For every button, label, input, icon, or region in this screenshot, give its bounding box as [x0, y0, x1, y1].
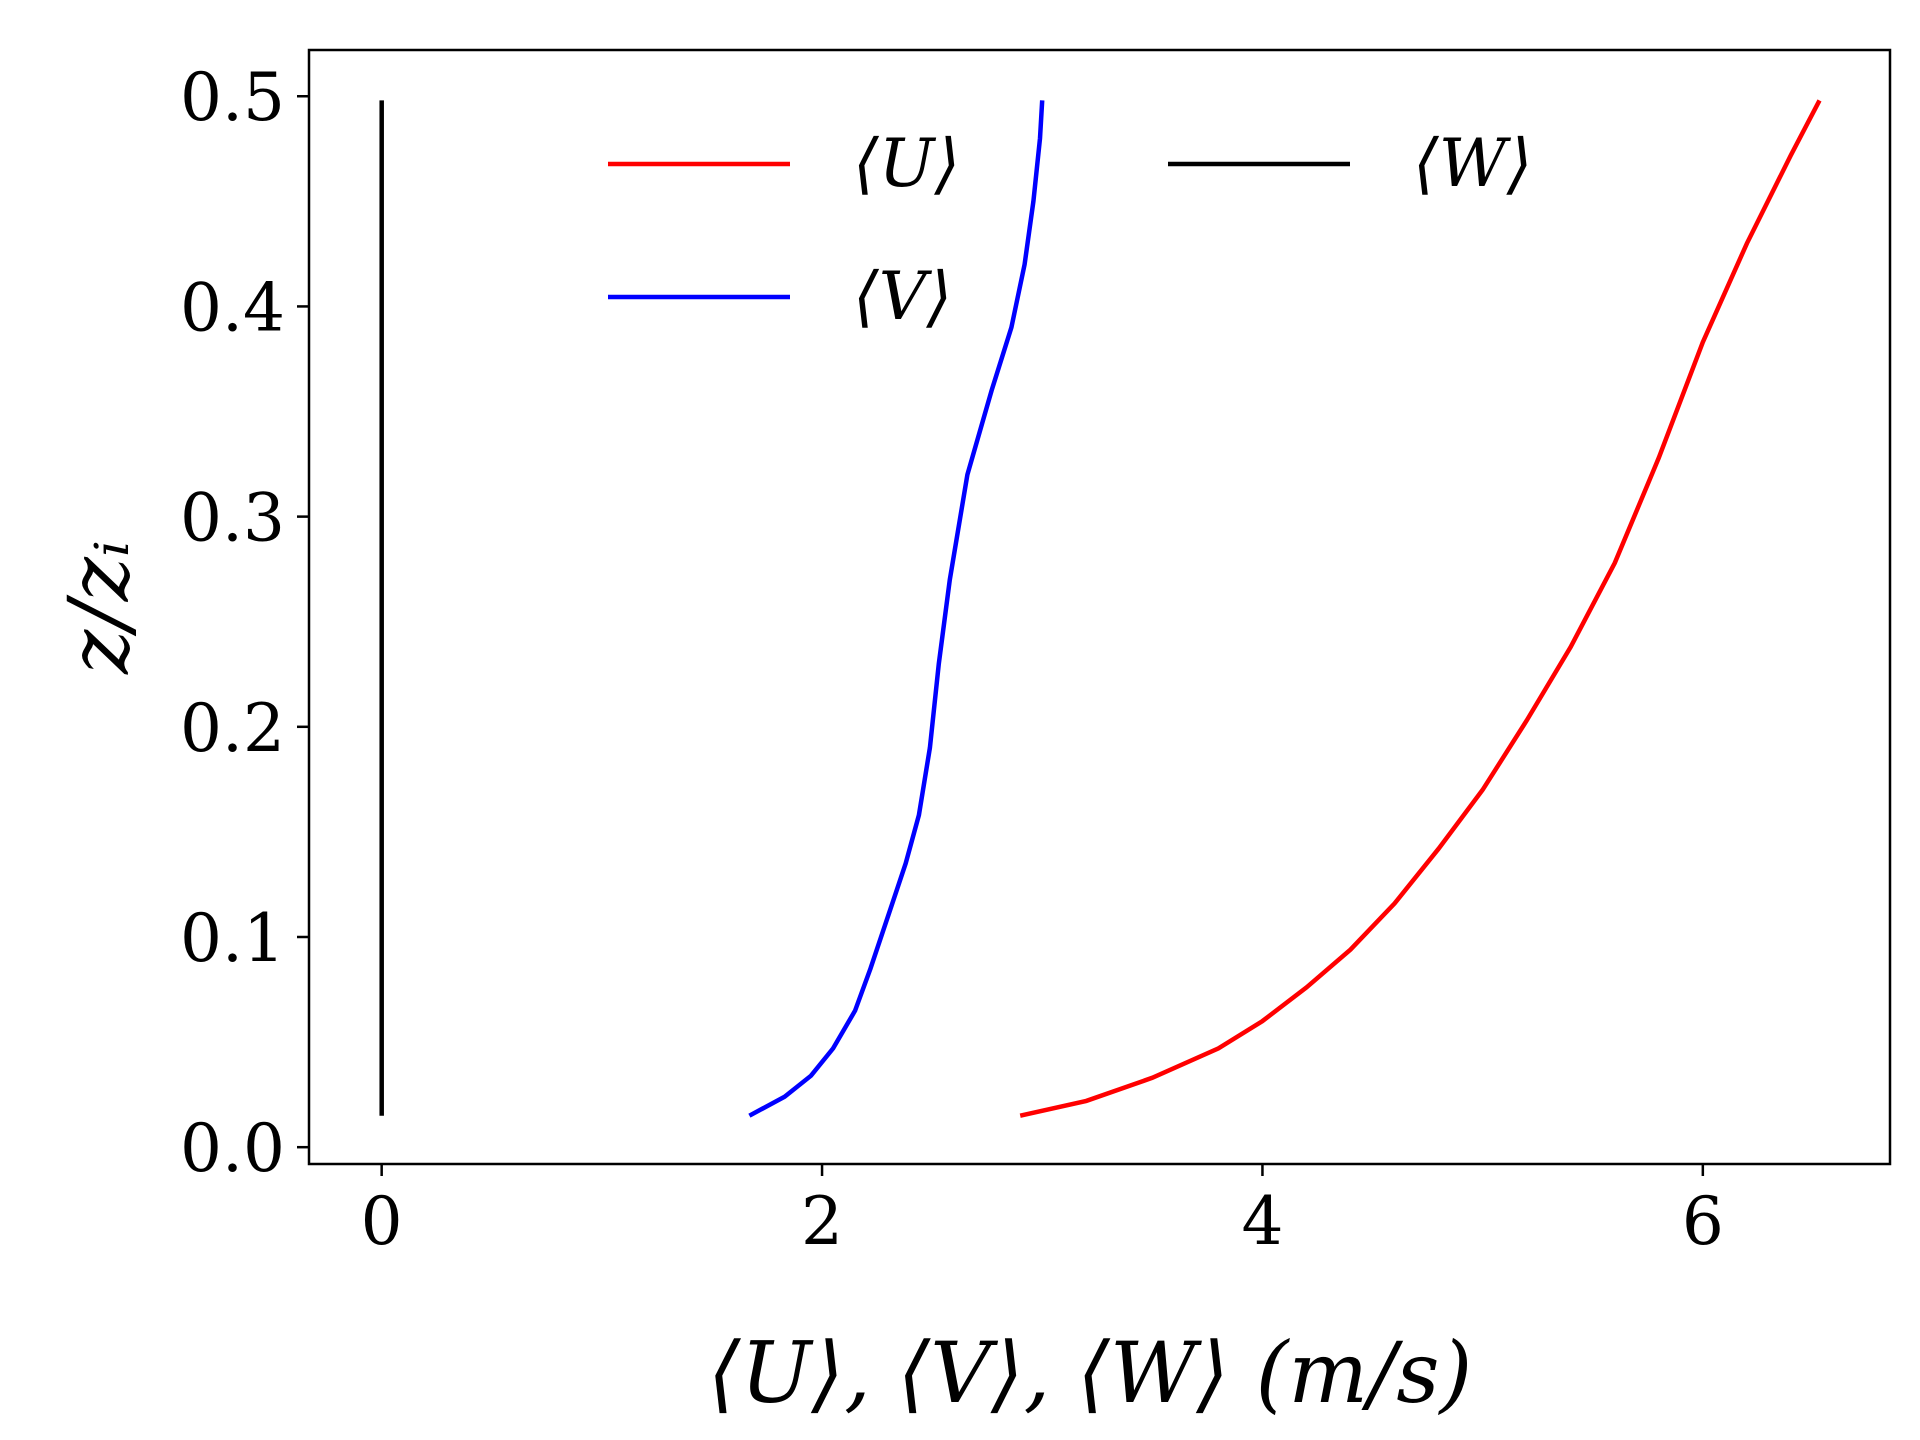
- legend-label-2: ⟨W⟩: [1413, 125, 1532, 202]
- legend-label-0: ⟨U⟩: [853, 125, 960, 202]
- y-ticks: 0.0 0.1 0.2 0.3 0.4 0.5: [180, 59, 309, 1187]
- legend-label-1: ⟨V⟩: [853, 258, 952, 335]
- y-tick-label: 0.4: [180, 269, 285, 346]
- series-line-0: [1019, 99, 1822, 1118]
- x-tick-label: 4: [1241, 1183, 1283, 1260]
- x-tick-label: 2: [801, 1183, 843, 1260]
- series-line-1: [748, 100, 1045, 1118]
- x-tick-label: 6: [1682, 1183, 1724, 1260]
- legend: ⟨U⟩ ⟨V⟩ ⟨W⟩: [608, 125, 1532, 335]
- y-tick-label: 0.0: [180, 1110, 285, 1187]
- y-tick-label: 0.5: [180, 59, 285, 136]
- y-tick-label: 0.1: [180, 900, 285, 977]
- series-layer: [379, 99, 1822, 1118]
- y-axis-label: z/zᵢ: [50, 540, 148, 675]
- x-axis-label: ⟨U⟩, ⟨V⟩, ⟨W⟩ (m/s): [708, 1324, 1473, 1422]
- y-tick-label: 0.3: [180, 480, 285, 557]
- y-tick-label: 0.2: [180, 690, 285, 767]
- x-ticks: 0 2 4 6: [361, 1164, 1724, 1260]
- plot-area: [307, 48, 1892, 1166]
- x-tick-label: 0: [361, 1183, 403, 1260]
